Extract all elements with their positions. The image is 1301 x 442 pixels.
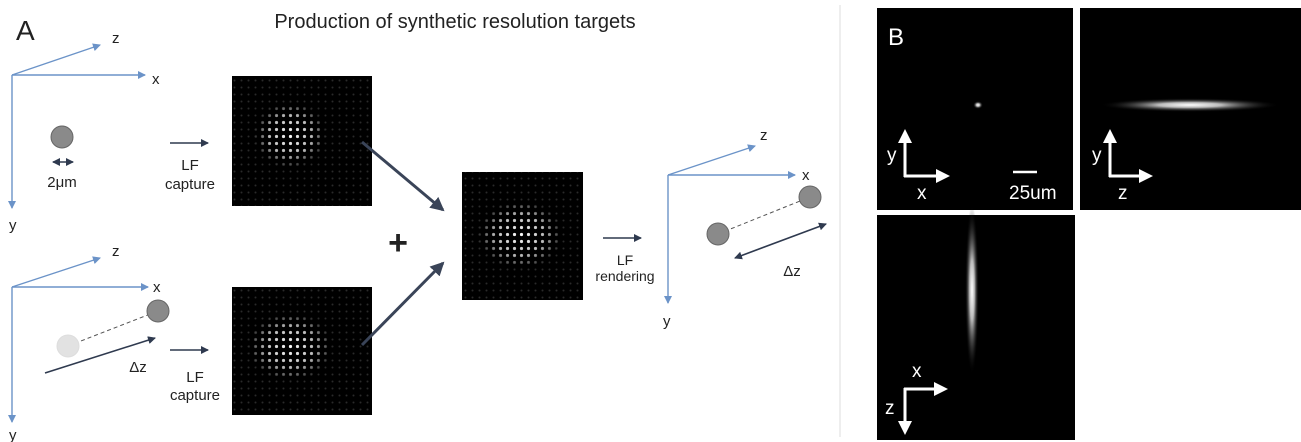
lf-image [232,287,372,415]
offset-label: Δz [783,263,801,280]
axes-part [668,146,755,175]
step-label: LF [186,369,204,386]
axis-label: y [9,427,17,442]
lf-image-part [232,76,372,206]
axes [12,258,148,422]
axis-label: x [917,183,927,204]
axis-label: y [9,217,17,234]
axis-label: x [912,361,922,382]
axis-label: z [760,127,768,144]
axis-label: y [1092,145,1102,166]
combine-arrow [362,263,443,345]
bead [707,223,729,245]
offset-arrow [735,224,826,258]
axes-part [12,45,100,75]
axis-label: x [152,71,160,88]
dashed-link [718,197,810,234]
lf-image-part [232,287,372,415]
step-label: rendering [595,268,654,284]
axis-label: z [885,398,895,419]
axis-label: z [1118,183,1128,204]
panel-label: B [888,24,904,51]
axes [668,146,795,303]
step-label: capture [170,387,220,404]
axes [12,45,145,208]
lf-image-part [462,172,583,300]
panel-label: A [16,15,35,46]
axis-label: z [112,243,120,260]
size-label: 2μm [47,174,76,191]
step-label: capture [165,176,215,193]
step-label: LF [617,252,633,268]
psf-streak [965,205,979,375]
axis-label: x [802,167,810,184]
bead [147,300,169,322]
scale-bar-label: 25um [1009,183,1057,204]
combine-arrow [362,142,443,210]
xy-image [877,8,1073,210]
offset-label: Δz [129,359,147,376]
panel-title: Production of synthetic resolution targe… [274,11,635,33]
lf-image [232,76,372,206]
bead [51,126,73,148]
figure: A Production of synthetic resolution tar… [0,0,1301,442]
axis-label: x [153,279,161,296]
bead [799,186,821,208]
lf-image [462,172,583,300]
psf-streak [1100,98,1280,112]
bead [57,335,79,357]
axes-part [12,258,100,287]
plus-sign: + [388,224,408,262]
axis-label: z [112,30,120,47]
axis-label: y [887,145,897,166]
axis-label: y [663,313,671,330]
step-label: LF [181,157,199,174]
psf-spot [973,101,983,109]
